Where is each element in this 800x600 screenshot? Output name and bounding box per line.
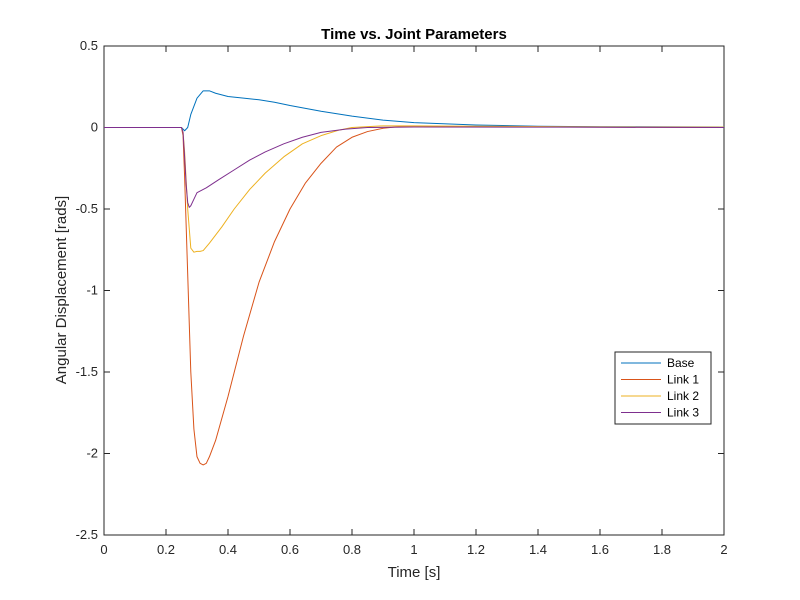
y-tick-label: -2 <box>86 446 98 461</box>
x-tick-label: 0.2 <box>157 542 175 557</box>
series-line-base <box>104 90 725 132</box>
x-tick-label: 0.4 <box>219 542 237 557</box>
y-tick-label: -0.5 <box>76 201 98 216</box>
x-tick-label: 1 <box>410 542 417 557</box>
x-tick-label: 1.8 <box>653 542 671 557</box>
chart-title: Time vs. Joint Parameters <box>321 26 507 43</box>
y-tick-label: -2.5 <box>76 527 98 542</box>
legend-label: Link 3 <box>667 406 699 420</box>
x-tick-label: 0 <box>100 542 107 557</box>
y-axis-label: Angular Displacement [rads] <box>53 196 70 384</box>
legend-label: Link 1 <box>667 373 699 387</box>
axes-box <box>103 45 725 536</box>
x-tick-label: 1.4 <box>529 542 547 557</box>
x-tick-label: 0.8 <box>343 542 361 557</box>
x-tick-label: 0.6 <box>281 542 299 557</box>
x-tick-label: 1.2 <box>467 542 485 557</box>
plot-area: 0 0.2 0.4 0.6 0.8 1 1.2 1.4 1.6 1.8 2 0.5 0 -0.5 -1 -1.… <box>76 38 728 557</box>
x-tick-label: 1.6 <box>591 542 609 557</box>
series-line-link-3 <box>104 126 725 208</box>
legend-label: Base <box>667 356 695 370</box>
legend: Base Link 1 Link 2 Link 3 <box>614 351 712 425</box>
x-tick-label: 2 <box>720 542 727 557</box>
legend-label: Link 2 <box>667 389 699 403</box>
y-tick-label: -1 <box>86 283 98 298</box>
y-tick-label: 0.5 <box>80 38 98 53</box>
x-axis-label: Time [s] <box>388 564 441 581</box>
y-tick-label: -1.5 <box>76 364 98 379</box>
series-line-link-2 <box>104 125 725 253</box>
y-tick-label: 0 <box>91 120 98 135</box>
